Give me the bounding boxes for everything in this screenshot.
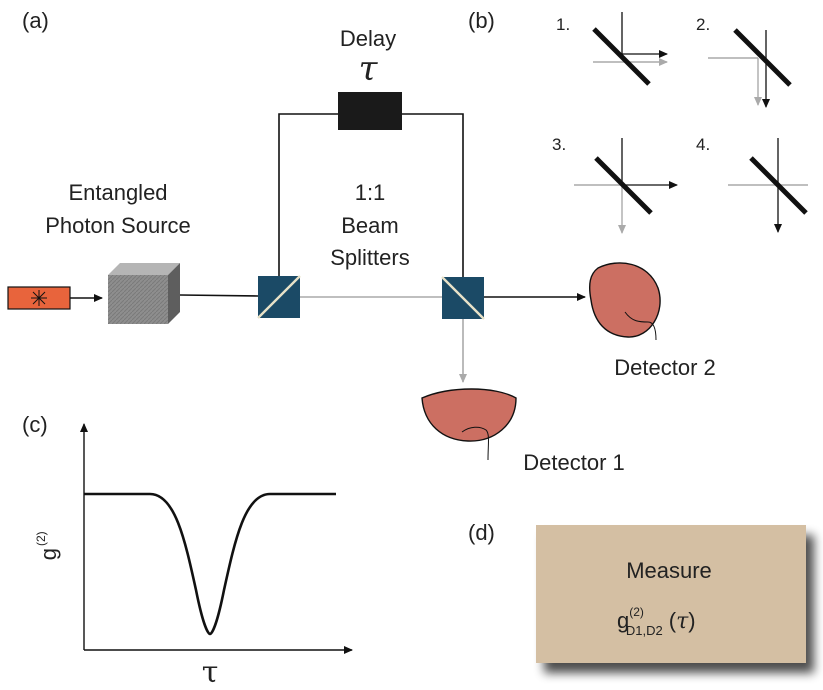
panel-label-d: (d) <box>468 520 495 545</box>
case-1-diagram <box>592 12 668 86</box>
beam-splitter-2 <box>441 276 485 320</box>
delay-tau-symbol: τ <box>359 49 379 89</box>
detector-2-label: Detector 2 <box>614 355 716 380</box>
source-label-line2: Photon Source <box>45 213 191 238</box>
graph-y-label: g (2) <box>34 531 61 560</box>
splitter-label-line2: Beam <box>341 213 398 238</box>
measure-g: g <box>617 608 629 633</box>
delay-box <box>338 92 402 130</box>
measure-title: Measure <box>626 558 712 583</box>
measure-box <box>536 525 806 663</box>
detector-1-cable <box>461 426 489 461</box>
delay-path-right <box>402 113 464 277</box>
splitter-label-line1: 1:1 <box>355 180 386 205</box>
graph-y-label-base: g <box>36 548 61 560</box>
delay-path-left <box>278 113 338 297</box>
detector-2-cable <box>624 311 657 341</box>
detector-1-label: Detector 1 <box>523 450 625 475</box>
measure-tau: τ <box>676 609 689 634</box>
detector-1 <box>421 388 517 442</box>
g2-curve <box>84 492 336 636</box>
case-3-diagram <box>574 138 678 234</box>
panel-label-c: (c) <box>22 412 48 437</box>
measure-expression: g(2) D1,D2 (τ) <box>617 605 696 638</box>
measure-close-paren: ) <box>688 608 695 633</box>
measure-sup: (2) <box>629 605 644 619</box>
source-cube <box>108 263 180 324</box>
source-output-beam <box>179 294 259 297</box>
measure-sub: D1,D2 <box>626 623 663 638</box>
detector-2 <box>589 262 661 338</box>
case-4-label: 4. <box>696 135 710 154</box>
panel-label-a: (a) <box>22 8 49 33</box>
case-3-label: 3. <box>552 135 566 154</box>
case-1-label: 1. <box>556 15 570 34</box>
case-2-diagram <box>708 28 792 108</box>
splitter-label-line3: Splitters <box>330 245 409 270</box>
beam-splitter-1 <box>257 275 301 319</box>
case-2-label: 2. <box>696 15 710 34</box>
laser-star-icon <box>31 290 47 306</box>
source-label-line1: Entangled <box>68 180 167 205</box>
panel-label-b: (b) <box>468 8 495 33</box>
case-4-diagram <box>728 138 808 233</box>
delay-label: Delay <box>340 26 396 51</box>
graph-y-label-sup: (2) <box>34 531 48 546</box>
graph-x-label: τ <box>202 655 219 685</box>
measure-open-paren: ( <box>669 608 677 633</box>
